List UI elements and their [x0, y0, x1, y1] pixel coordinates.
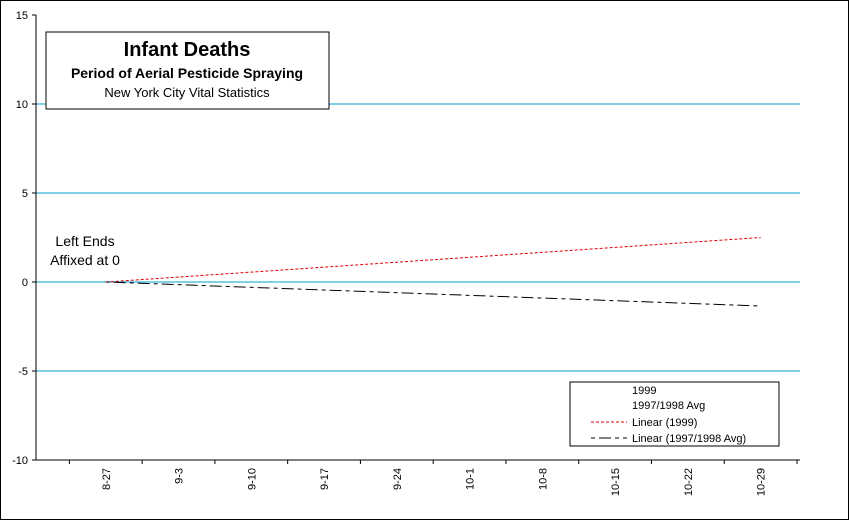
- x-tick-label: 10-8: [537, 468, 549, 490]
- title-box: Infant Deaths Period of Aerial Pesticide…: [45, 31, 330, 110]
- x-tick-label: 9-3: [174, 468, 186, 484]
- annotation-line-1: Left Ends: [55, 233, 114, 249]
- legend-label-1999: 1999: [632, 385, 656, 397]
- y-tick-label: -10: [12, 455, 28, 467]
- x-tick-label: 10-22: [683, 468, 695, 496]
- x-tick-label: 9-17: [319, 468, 331, 490]
- legend-label-linear-avg: Linear (1997/1998 Avg): [632, 433, 746, 445]
- legend-label-avg: 1997/1998 Avg: [632, 400, 705, 412]
- y-tick-label: 10: [16, 99, 28, 111]
- annotation-line-2: Affixed at 0: [50, 252, 120, 268]
- chart-subtitle: Period of Aerial Pesticide Spraying: [71, 65, 303, 81]
- y-tick-label: 0: [22, 277, 28, 289]
- x-tick-label: 8-27: [101, 468, 113, 490]
- series-line-2: [105, 237, 761, 283]
- x-tick-label: 10-15: [610, 468, 622, 496]
- x-tick-label: 10-29: [756, 468, 768, 496]
- title-box-frame: [45, 31, 330, 110]
- x-tick-label: 10-1: [465, 468, 477, 490]
- y-tick-label: -5: [18, 366, 28, 378]
- y-tick-label: 15: [16, 10, 28, 22]
- annotation: Left Ends Affixed at 0: [50, 233, 120, 268]
- legend: 1999 1997/1998 Avg Linear (1999) Linear …: [569, 381, 780, 447]
- series-lines: [105, 237, 761, 307]
- legend-frame: [569, 381, 780, 447]
- legend-label-linear-1999: Linear (1999): [632, 417, 697, 429]
- x-tick-label: 9-24: [392, 468, 404, 490]
- gridlines: [36, 103, 800, 372]
- axes: -10 -5 0 5 10 15 8-27 9-3 9-10 9-17 9-24 10-1 10-8 10…: [12, 10, 800, 496]
- x-tick-label: 9-10: [246, 468, 258, 490]
- y-tick-label: 5: [22, 188, 28, 200]
- series-line-3: [105, 281, 761, 307]
- chart-title: Infant Deaths: [124, 39, 251, 61]
- chart-source: New York City Vital Statistics: [104, 85, 270, 100]
